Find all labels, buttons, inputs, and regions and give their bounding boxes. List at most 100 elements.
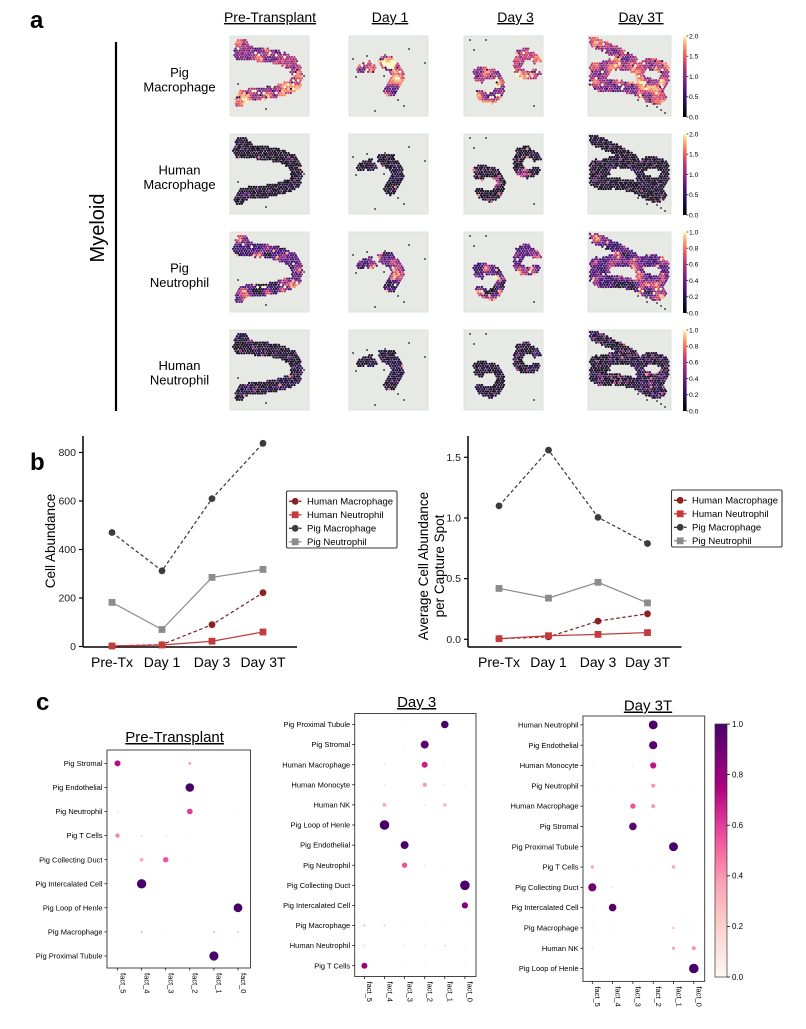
svg-text:Human Neutrophil: Human Neutrophil bbox=[692, 509, 769, 520]
svg-text:Pig T Cells: Pig T Cells bbox=[314, 961, 350, 970]
svg-text:2.0: 2.0 bbox=[689, 131, 699, 138]
svg-text:0.0: 0.0 bbox=[446, 634, 461, 646]
svg-text:0.0: 0.0 bbox=[689, 408, 699, 415]
svg-text:0.6: 0.6 bbox=[732, 821, 744, 830]
svg-text:2.0: 2.0 bbox=[689, 33, 699, 40]
svg-text:Day 3: Day 3 bbox=[397, 694, 436, 711]
svg-text:Day 3T: Day 3T bbox=[625, 654, 671, 670]
svg-text:fact_1: fact_1 bbox=[215, 973, 224, 993]
svg-text:Pig T Cells: Pig T Cells bbox=[67, 831, 103, 840]
svg-text:fact_1: fact_1 bbox=[446, 982, 455, 1002]
svg-text:Pig Collecting Duct: Pig Collecting Duct bbox=[287, 881, 351, 890]
svg-text:Human Neutrophil: Human Neutrophil bbox=[307, 510, 384, 521]
svg-text:0.8: 0.8 bbox=[732, 770, 744, 779]
svg-text:Pig Neutrophil: Pig Neutrophil bbox=[307, 537, 367, 548]
svg-text:Pig Neutrophil: Pig Neutrophil bbox=[303, 861, 350, 870]
svg-text:Pig Macrophage: Pig Macrophage bbox=[307, 524, 376, 535]
svg-text:0.8: 0.8 bbox=[689, 344, 699, 351]
svg-text:0.5: 0.5 bbox=[689, 192, 699, 199]
svg-text:Human NK: Human NK bbox=[542, 944, 579, 953]
svg-text:Pig Neutrophil: Pig Neutrophil bbox=[692, 536, 752, 547]
svg-text:Pig Collecting Duct: Pig Collecting Duct bbox=[515, 883, 579, 892]
svg-text:Day 1: Day 1 bbox=[144, 654, 181, 670]
svg-text:fact_0: fact_0 bbox=[239, 973, 248, 993]
svg-text:0.6: 0.6 bbox=[689, 360, 699, 367]
svg-text:Day 3T: Day 3T bbox=[240, 654, 286, 670]
svg-text:Myeloid: Myeloid bbox=[87, 194, 109, 263]
svg-text:Day 3T: Day 3T bbox=[624, 698, 672, 715]
svg-text:b: b bbox=[30, 449, 45, 476]
svg-text:Pig Macrophage: Pig Macrophage bbox=[692, 523, 761, 534]
svg-text:0: 0 bbox=[70, 641, 76, 653]
svg-text:Pig Intercalated Cell: Pig Intercalated Cell bbox=[511, 903, 578, 912]
svg-text:Pig Intercalated Cell: Pig Intercalated Cell bbox=[35, 879, 102, 888]
svg-text:1.0: 1.0 bbox=[689, 172, 699, 179]
svg-text:c: c bbox=[36, 689, 49, 716]
svg-text:Pig Collecting Duct: Pig Collecting Duct bbox=[39, 855, 103, 864]
svg-text:Pig Loop of Henle: Pig Loop of Henle bbox=[43, 903, 103, 912]
svg-text:Pig Proximal Tubule: Pig Proximal Tubule bbox=[283, 720, 350, 729]
svg-text:Pig Macrophage: Pig Macrophage bbox=[524, 924, 579, 933]
svg-text:Human Neutrophil: Human Neutrophil bbox=[290, 941, 351, 950]
svg-text:0.6: 0.6 bbox=[689, 262, 699, 269]
svg-text:Pig Stromal: Pig Stromal bbox=[64, 759, 103, 768]
svg-text:Human NK: Human NK bbox=[314, 801, 351, 810]
svg-text:0.2: 0.2 bbox=[689, 392, 699, 399]
svg-text:Pig Proximal Tubule: Pig Proximal Tubule bbox=[512, 842, 579, 851]
svg-text:Pig: Pig bbox=[170, 261, 189, 276]
svg-text:fact_0: fact_0 bbox=[466, 982, 475, 1002]
svg-text:Pre-Transplant: Pre-Transplant bbox=[125, 729, 224, 746]
svg-text:Human Macrophage: Human Macrophage bbox=[307, 497, 393, 508]
svg-text:0.5: 0.5 bbox=[689, 94, 699, 101]
svg-text:Macrophage: Macrophage bbox=[143, 177, 215, 192]
svg-text:600: 600 bbox=[58, 496, 76, 508]
svg-text:fact_0: fact_0 bbox=[695, 986, 704, 1006]
svg-text:Human Macrophage: Human Macrophage bbox=[511, 802, 579, 811]
svg-text:Day 3: Day 3 bbox=[194, 654, 231, 670]
svg-text:200: 200 bbox=[58, 593, 76, 605]
svg-text:Pre-Tx: Pre-Tx bbox=[91, 654, 133, 670]
svg-text:Human Neutrophil: Human Neutrophil bbox=[518, 721, 579, 730]
svg-text:Day 1: Day 1 bbox=[372, 9, 409, 25]
svg-text:Pig Intercalated Cell: Pig Intercalated Cell bbox=[283, 901, 350, 910]
svg-text:0.4: 0.4 bbox=[689, 278, 699, 285]
svg-text:fact_3: fact_3 bbox=[405, 982, 414, 1002]
svg-text:Day 3: Day 3 bbox=[497, 9, 534, 25]
svg-text:Pig Neutrophil: Pig Neutrophil bbox=[531, 781, 578, 790]
svg-text:1.0: 1.0 bbox=[446, 513, 461, 525]
svg-text:fact_4: fact_4 bbox=[142, 973, 151, 993]
svg-text:Pig Endothelial: Pig Endothelial bbox=[528, 741, 578, 750]
svg-text:Pre-Transplant: Pre-Transplant bbox=[224, 9, 316, 25]
svg-text:fact_2: fact_2 bbox=[426, 982, 435, 1002]
svg-text:1.0: 1.0 bbox=[732, 720, 744, 729]
svg-text:1.0: 1.0 bbox=[689, 229, 699, 236]
svg-text:fact_3: fact_3 bbox=[634, 986, 643, 1006]
svg-text:Cell Abundance: Cell Abundance bbox=[43, 494, 58, 589]
svg-text:Human Macrophage: Human Macrophage bbox=[282, 760, 350, 769]
svg-text:Neutrophil: Neutrophil bbox=[150, 275, 209, 290]
svg-text:Pig T Cells: Pig T Cells bbox=[543, 863, 579, 872]
svg-text:1.0: 1.0 bbox=[689, 74, 699, 81]
svg-text:1.5: 1.5 bbox=[689, 152, 699, 159]
svg-text:0.0: 0.0 bbox=[732, 973, 744, 982]
svg-text:0.0: 0.0 bbox=[689, 212, 699, 219]
svg-text:Pre-Tx: Pre-Tx bbox=[478, 654, 520, 670]
svg-text:fact_3: fact_3 bbox=[167, 973, 176, 993]
svg-text:0.2: 0.2 bbox=[732, 922, 744, 931]
svg-text:Pig Macrophage: Pig Macrophage bbox=[296, 921, 351, 930]
svg-text:per Capture Spot: per Capture Spot bbox=[432, 514, 447, 617]
svg-text:fact_4: fact_4 bbox=[385, 982, 394, 1002]
svg-text:Human: Human bbox=[159, 358, 201, 373]
svg-text:Pig Loop of Henle: Pig Loop of Henle bbox=[519, 964, 579, 973]
svg-text:fact_5: fact_5 bbox=[118, 973, 127, 993]
svg-text:1.0: 1.0 bbox=[689, 327, 699, 334]
svg-text:0.4: 0.4 bbox=[689, 376, 699, 383]
svg-text:Human: Human bbox=[159, 163, 201, 178]
svg-text:fact_2: fact_2 bbox=[654, 986, 663, 1006]
svg-text:Macrophage: Macrophage bbox=[143, 80, 215, 95]
svg-text:400: 400 bbox=[58, 544, 76, 556]
svg-text:a: a bbox=[30, 7, 44, 34]
svg-text:fact_5: fact_5 bbox=[365, 982, 374, 1002]
svg-text:Pig Stromal: Pig Stromal bbox=[311, 740, 350, 749]
svg-text:Day 1: Day 1 bbox=[530, 654, 567, 670]
